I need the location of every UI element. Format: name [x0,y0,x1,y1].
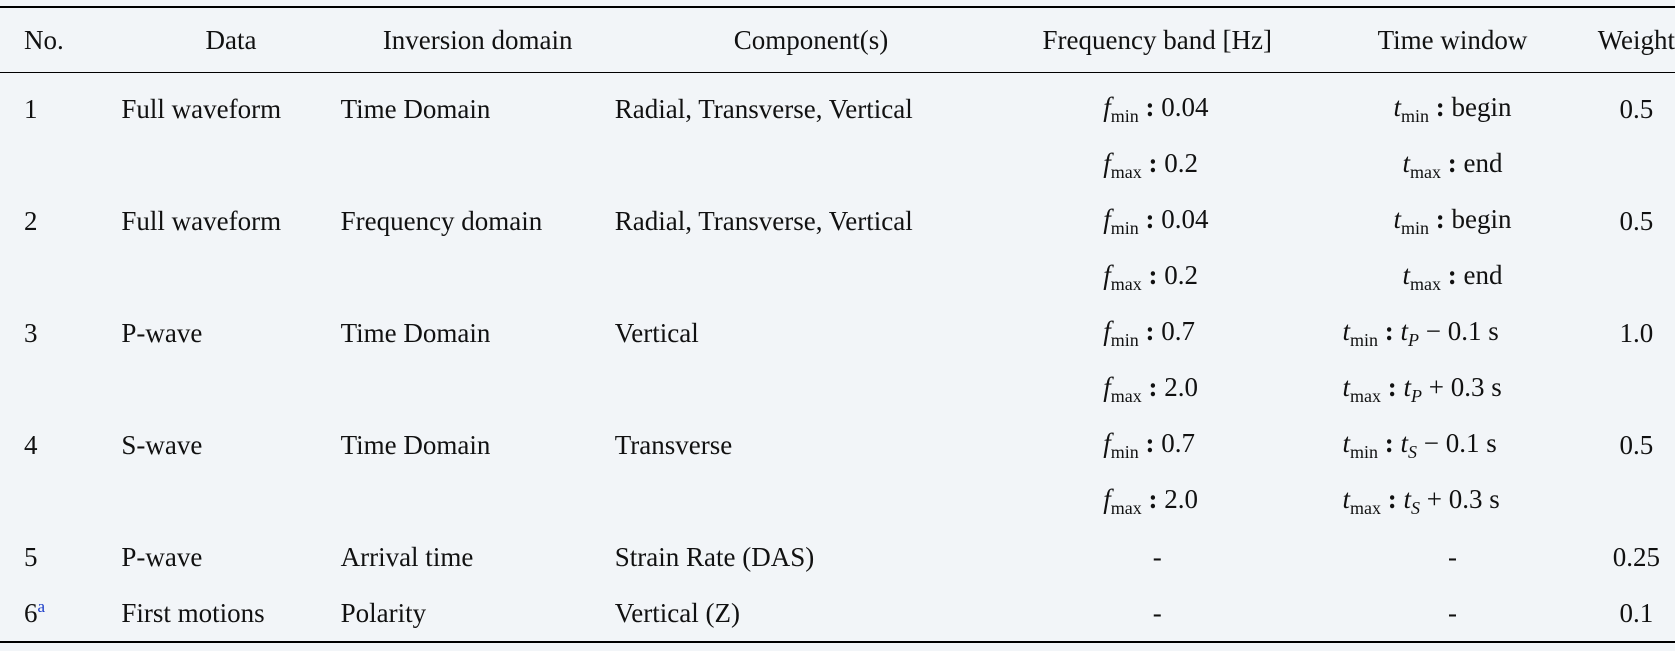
header-time-window: Time window [1377,24,1528,55]
row-time: - [1447,541,1457,572]
row-domain: Time Domain [340,317,491,348]
row-tmax: tmax : tP + 0.3 s [1342,371,1502,406]
table-row: 4 S-wave Time Domain Transverse fmin : 0… [0,417,1675,473]
row-domain: Polarity [340,597,427,628]
table-row-continuation: fmax : 2.0 tmax : tP + 0.3 s [0,361,1675,417]
row-time: - [1447,597,1457,628]
row-component: Vertical [614,317,699,348]
table-row: 3 P-wave Time Domain Vertical fmin : 0.7… [0,305,1675,361]
table-row: 1 Full waveform Time Domain Radial, Tran… [0,73,1675,138]
row-weight: 0.25 [1612,541,1660,572]
table-row: 6a First motions Polarity Vertical (Z) -… [0,585,1675,642]
row-domain: Frequency domain [340,205,543,236]
row-component: Transverse [614,429,733,460]
header-frequency-band: Frequency band [Hz] [1042,24,1272,55]
row-weight: 1.0 [1619,317,1654,348]
row-no: 5 [24,541,38,572]
inversion-parameters-table: No. Data Inversion domain Component(s) F… [0,6,1675,643]
row-data: Full waveform [121,205,282,236]
row-data: P-wave [121,317,203,348]
header-components: Component(s) [733,24,889,55]
row-component: Vertical (Z) [614,597,740,628]
row-no: 1 [24,93,38,124]
table-row: 5 P-wave Arrival time Strain Rate (DAS) … [0,529,1675,585]
header-row: No. Data Inversion domain Component(s) F… [0,7,1675,73]
header-no: No. [24,24,64,55]
row-no: 3 [24,317,38,348]
row-fmax: fmax : 2.0 [1103,483,1198,518]
row-no: 4 [24,429,38,460]
row-fmax: fmax : 0.2 [1103,259,1198,294]
row-tmax: tmax : end [1402,147,1503,182]
header-data: Data [205,24,257,55]
row-weight: 0.5 [1619,205,1654,236]
row-component: Strain Rate (DAS) [614,541,815,572]
row-weight: 0.5 [1619,429,1654,460]
row-frequency: - [1152,597,1162,628]
row-component: Radial, Transverse, Vertical [614,93,913,124]
table-row-continuation: fmax : 0.2 tmax : end [0,137,1675,193]
row-domain: Time Domain [340,429,491,460]
row-weight: 0.5 [1619,93,1654,124]
row-weight: 0.1 [1619,597,1654,628]
row-data: Full waveform [121,93,282,124]
row-fmax: fmax : 2.0 [1103,371,1198,406]
row-domain: Arrival time [340,541,474,572]
row-fmin: fmin : 0.7 [1103,315,1196,350]
table-body: 1 Full waveform Time Domain Radial, Tran… [0,73,1675,642]
row-component: Radial, Transverse, Vertical [614,205,913,236]
row-tmax: tmax : tS + 0.3 s [1342,483,1500,518]
row-data: First motions [121,597,265,628]
row-domain: Time Domain [340,93,491,124]
row-fmin: fmin : 0.04 [1103,91,1209,126]
table-header: No. Data Inversion domain Component(s) F… [0,7,1675,73]
row-tmax: tmax : end [1402,259,1503,294]
table-row-continuation: fmax : 0.2 tmax : end [0,249,1675,305]
table-row: 2 Full waveform Frequency domain Radial,… [0,193,1675,249]
header-weight: Weight [1597,24,1675,55]
row-fmin: fmin : 0.7 [1103,427,1196,462]
row-tmin: tmin : begin [1393,203,1512,238]
row-fmin: fmin : 0.04 [1103,203,1209,238]
header-inversion-domain: Inversion domain [382,24,573,55]
row-tmin: tmin : tP − 0.1 s [1342,315,1499,350]
row-frequency: - [1152,541,1162,572]
row-no: 2 [24,205,38,236]
row-no: 6a [24,597,46,628]
footnote-marker[interactable]: a [37,597,46,616]
row-data: P-wave [121,541,203,572]
row-tmin: tmin : begin [1393,91,1512,126]
row-data: S-wave [121,429,203,460]
table-row-continuation: fmax : 2.0 tmax : tS + 0.3 s [0,473,1675,529]
row-tmin: tmin : tS − 0.1 s [1342,427,1497,462]
row-fmax: fmax : 0.2 [1103,147,1198,182]
